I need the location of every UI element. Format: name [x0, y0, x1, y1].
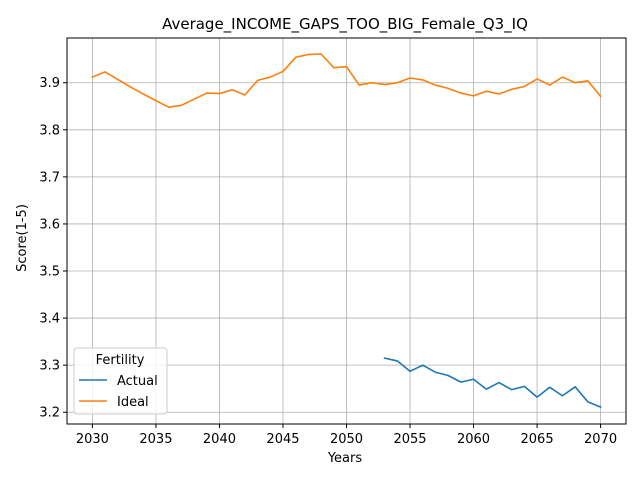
x-axis: 2030 2035 2040 2045 2050 2055 2060 2065 2070 [76, 424, 617, 447]
series-line-actual [383, 357, 602, 409]
y-tick-label: 3.7 [39, 170, 60, 185]
y-axis-label: Score(1-5) [15, 204, 30, 272]
x-tick-label: 2070 [584, 432, 617, 447]
x-tick-label: 2040 [203, 432, 236, 447]
x-tick-label: 2050 [330, 432, 363, 447]
x-tick-label: 2055 [393, 432, 426, 447]
y-tick-label: 3.9 [39, 76, 60, 91]
x-tick-label: 2060 [457, 432, 490, 447]
y-tick-label: 3.4 [39, 312, 60, 327]
x-tick-label: 2065 [521, 432, 554, 447]
x-tick-label: 2035 [139, 432, 172, 447]
y-tick-label: 3.3 [39, 359, 60, 374]
legend-label-actual: Actual [117, 374, 158, 389]
legend: Fertility Actual Ideal [73, 347, 168, 415]
chart-title: Average_INCOME_GAPS_TOO_BIG_Female_Q3_IQ [162, 15, 528, 34]
legend-title: Fertility [96, 353, 145, 368]
legend-label-ideal: Ideal [117, 395, 149, 410]
x-axis-label: Years [327, 451, 363, 466]
series-line-ideal [91, 53, 602, 108]
y-tick-label: 3.8 [39, 123, 60, 138]
x-tick-label: 2030 [76, 432, 109, 447]
legend-box [73, 347, 168, 415]
y-tick-label: 3.6 [39, 217, 60, 232]
series-layer [91, 53, 602, 409]
y-axis: 3.2 3.3 3.4 3.5 3.6 3.7 3.8 3.9 [39, 76, 67, 421]
x-tick-label: 2045 [266, 432, 299, 447]
y-tick-label: 3.2 [39, 406, 60, 421]
y-tick-label: 3.5 [39, 265, 60, 280]
